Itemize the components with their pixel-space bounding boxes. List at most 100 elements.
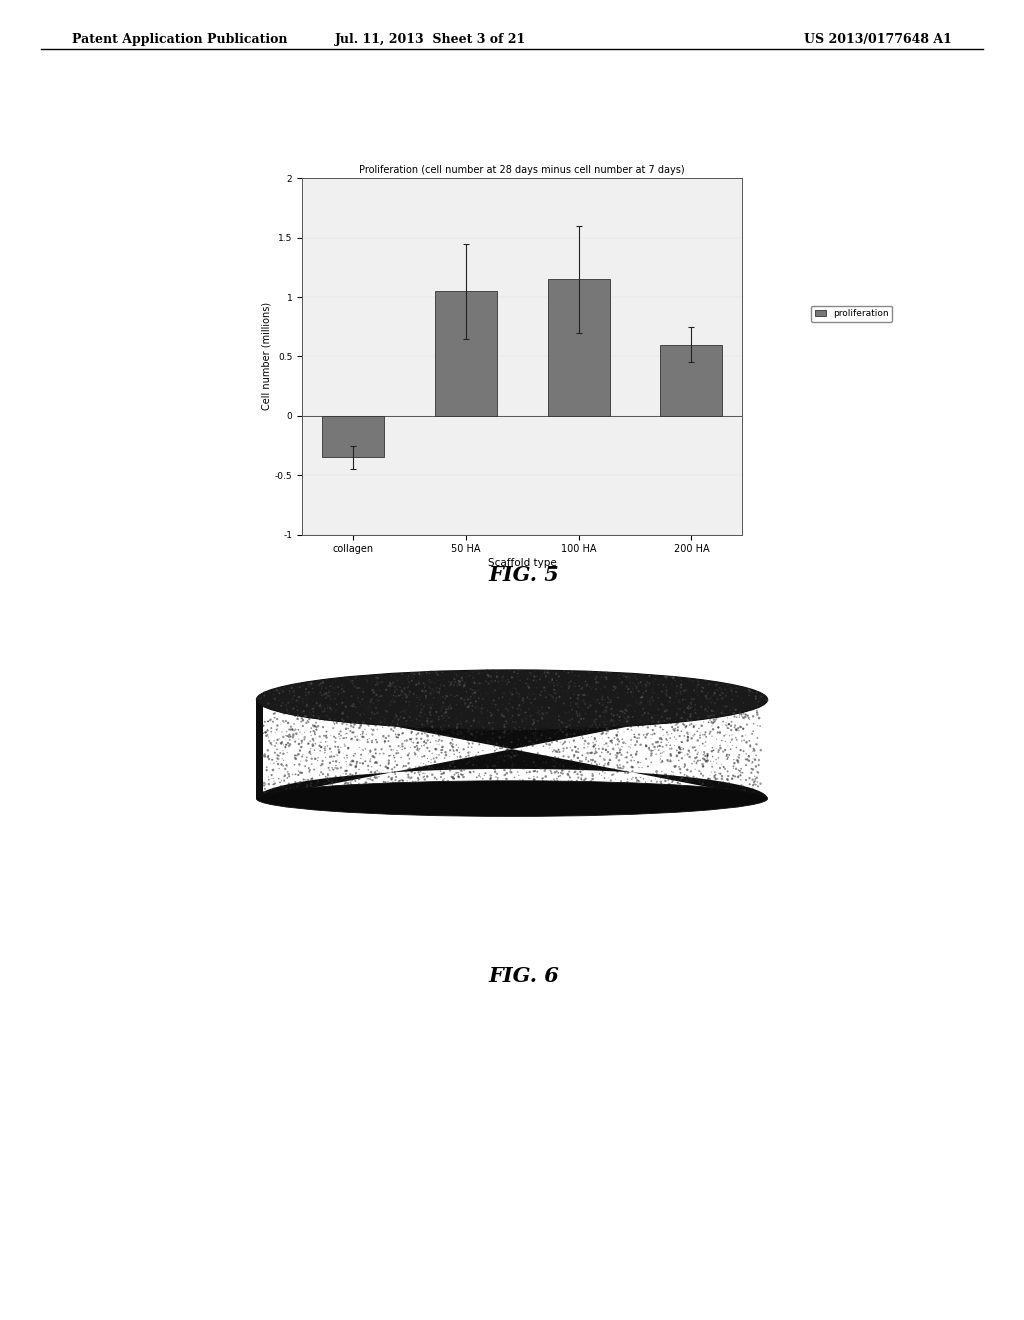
Point xyxy=(515,681,531,702)
Point xyxy=(527,725,544,746)
Point xyxy=(314,754,331,775)
Point xyxy=(517,690,534,711)
Point xyxy=(736,697,753,718)
Point xyxy=(606,710,623,731)
Point xyxy=(281,774,297,795)
Point xyxy=(458,746,474,767)
Point xyxy=(434,719,451,741)
Point xyxy=(317,737,334,758)
Point xyxy=(257,722,273,743)
Point xyxy=(402,700,419,721)
Point xyxy=(563,690,580,711)
Point xyxy=(519,668,536,689)
Point xyxy=(610,708,627,729)
Point xyxy=(643,688,659,709)
Point xyxy=(705,705,721,726)
Point xyxy=(479,694,496,715)
Point xyxy=(441,780,458,801)
Point xyxy=(484,681,501,702)
Point xyxy=(502,681,518,702)
Point xyxy=(392,705,409,726)
Point xyxy=(453,760,469,781)
Point xyxy=(418,661,434,682)
Point xyxy=(524,701,541,722)
Point xyxy=(600,692,616,713)
Point xyxy=(703,726,720,747)
Point xyxy=(262,733,279,754)
Point xyxy=(592,700,608,721)
Point xyxy=(281,766,297,787)
Point xyxy=(524,735,541,756)
Point xyxy=(535,768,551,789)
Point xyxy=(676,680,692,701)
Point xyxy=(362,689,379,710)
Point xyxy=(597,708,613,729)
Point xyxy=(508,678,524,700)
Point xyxy=(489,770,506,791)
Point xyxy=(290,764,306,785)
Point xyxy=(282,677,298,698)
Point xyxy=(750,776,766,797)
Point xyxy=(285,727,301,748)
Point xyxy=(575,719,592,741)
Point xyxy=(262,754,279,775)
Point xyxy=(564,709,581,730)
Point xyxy=(504,777,520,799)
Point xyxy=(706,684,722,705)
Point xyxy=(265,759,282,780)
Point xyxy=(370,697,386,718)
Point xyxy=(276,698,293,719)
Point xyxy=(356,775,373,796)
Point xyxy=(416,766,432,787)
Point xyxy=(376,771,392,792)
Point xyxy=(469,706,485,727)
Point xyxy=(275,681,292,702)
Point xyxy=(304,698,321,719)
Point xyxy=(392,677,409,698)
Point xyxy=(383,676,399,697)
Point xyxy=(717,785,733,807)
Point xyxy=(495,693,511,714)
Point xyxy=(690,705,707,726)
Point xyxy=(603,770,620,791)
Point xyxy=(717,731,733,752)
Point xyxy=(456,708,472,729)
Point xyxy=(700,678,717,700)
Point xyxy=(539,771,555,792)
Point xyxy=(691,760,708,781)
Point xyxy=(367,767,383,788)
Point xyxy=(640,694,656,715)
Point xyxy=(425,755,441,776)
Point xyxy=(654,751,671,772)
Point xyxy=(603,690,620,711)
Point xyxy=(424,710,440,731)
Point xyxy=(408,771,424,792)
Point xyxy=(364,730,380,751)
Point xyxy=(538,665,554,686)
Point xyxy=(618,676,635,697)
Point xyxy=(502,759,518,780)
Point xyxy=(556,713,572,734)
Point xyxy=(527,672,544,693)
Point xyxy=(492,719,508,741)
Point xyxy=(422,779,438,800)
Point xyxy=(282,729,298,750)
Point xyxy=(726,717,742,738)
Point xyxy=(688,739,705,760)
Point xyxy=(479,718,496,739)
Point xyxy=(605,680,622,701)
Point xyxy=(681,696,697,717)
Point xyxy=(434,763,451,784)
Point xyxy=(422,713,438,734)
Point xyxy=(406,733,422,754)
Point xyxy=(508,711,524,733)
Point xyxy=(400,775,417,796)
Point xyxy=(742,737,759,758)
Point xyxy=(289,675,305,696)
Point xyxy=(703,762,720,783)
Point xyxy=(669,746,685,767)
Point xyxy=(644,734,660,755)
Point xyxy=(510,762,526,783)
Point xyxy=(651,708,668,729)
Point xyxy=(668,756,684,777)
